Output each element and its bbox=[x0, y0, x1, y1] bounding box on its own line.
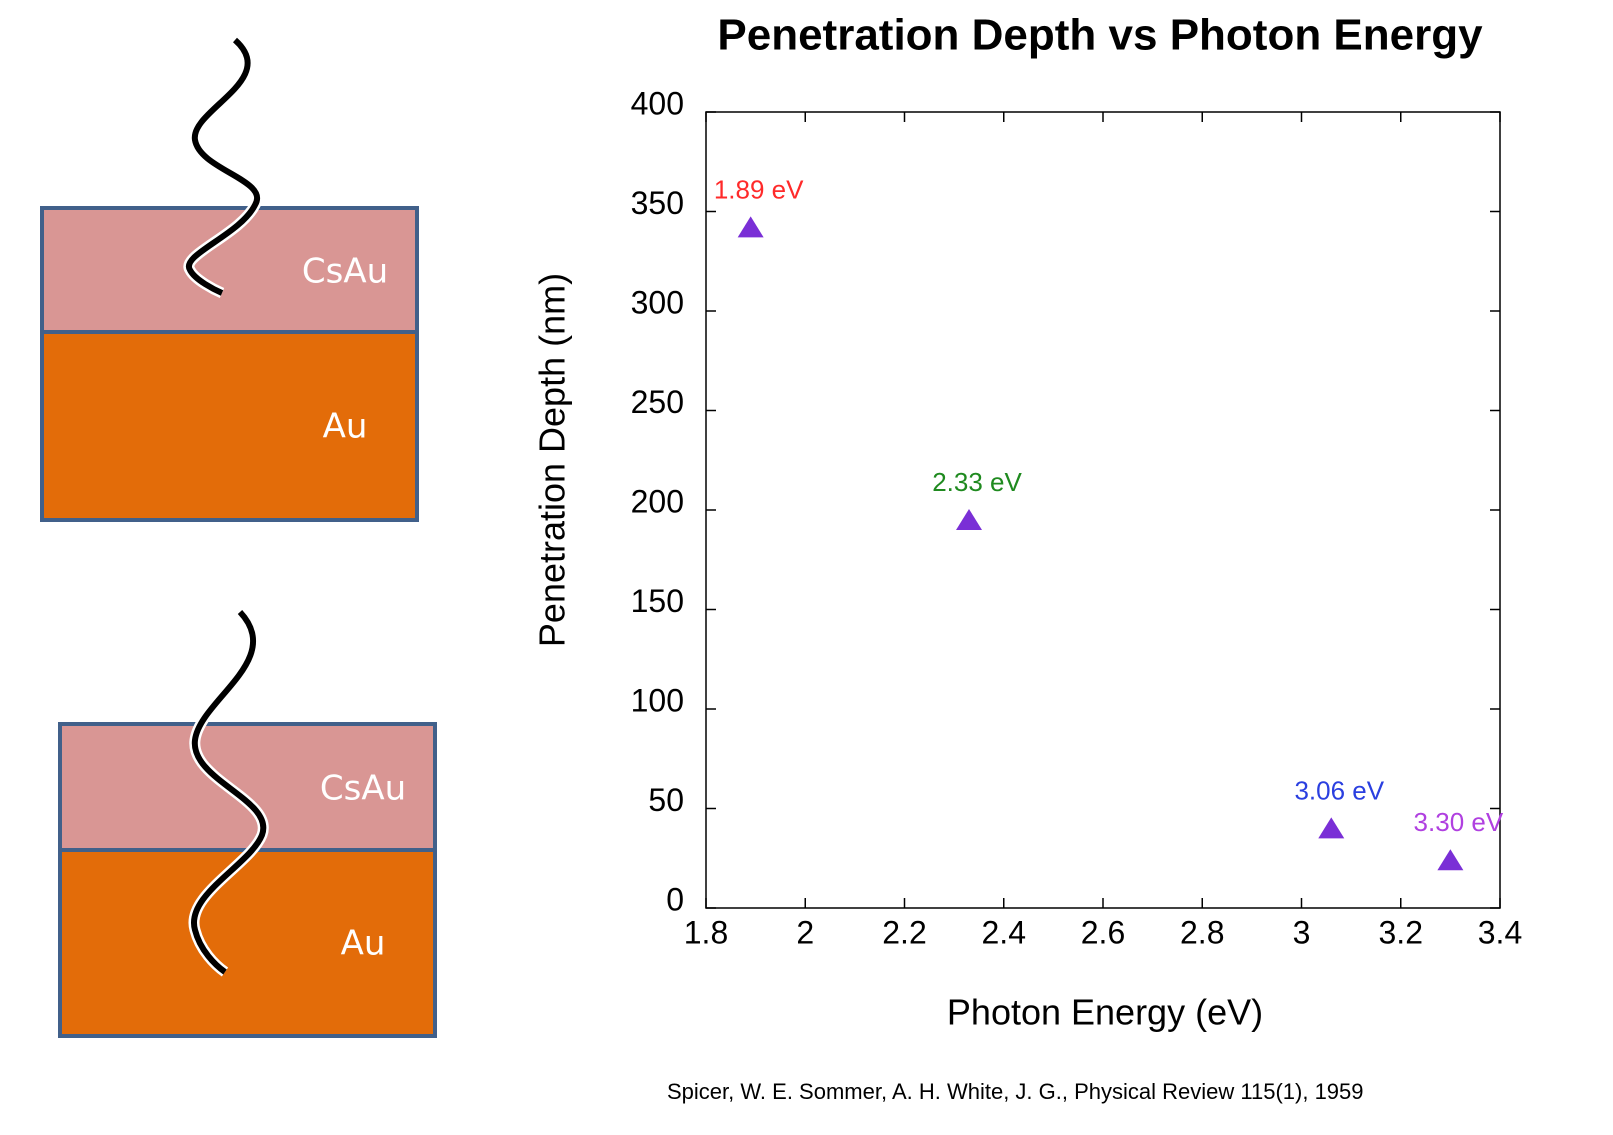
point-label: 3.30 eV bbox=[1414, 807, 1504, 837]
point bbox=[1437, 849, 1463, 870]
x-tick-label: 2.2 bbox=[882, 914, 926, 950]
x-tick-label: 1.8 bbox=[684, 914, 728, 950]
y-tick-label: 350 bbox=[631, 185, 684, 221]
y-tick-label: 0 bbox=[666, 881, 684, 917]
y-tick-label: 50 bbox=[648, 782, 684, 818]
x-tick-label: 2 bbox=[796, 914, 814, 950]
x-axis-label: Photon Energy (eV) bbox=[947, 992, 1263, 1033]
diagram-bottom: CsAu Au bbox=[60, 612, 435, 1036]
y-tick-label: 150 bbox=[631, 583, 684, 619]
layer-label: Au bbox=[341, 924, 386, 964]
x-tick-label: 3.2 bbox=[1379, 914, 1423, 950]
x-tick-label: 3 bbox=[1293, 914, 1311, 950]
point-label: 1.89 eV bbox=[714, 174, 804, 204]
point-label: 3.06 eV bbox=[1294, 775, 1384, 805]
citation: Spicer, W. E. Sommer, A. H. White, J. G.… bbox=[667, 1079, 1364, 1104]
point-label: 2.33 eV bbox=[932, 467, 1022, 497]
x-tick-label: 3.4 bbox=[1478, 914, 1522, 950]
x-tick-label: 2.8 bbox=[1180, 914, 1224, 950]
y-tick-label: 250 bbox=[631, 384, 684, 420]
layer-label: CsAu bbox=[302, 252, 388, 292]
point bbox=[1318, 817, 1344, 838]
layer-label: Au bbox=[323, 407, 368, 447]
y-tick-label: 400 bbox=[631, 85, 684, 121]
y-axis-label: Penetration Depth (nm) bbox=[532, 273, 573, 647]
x-tick-label: 2.4 bbox=[982, 914, 1026, 950]
point bbox=[956, 509, 982, 530]
y-tick-label: 100 bbox=[631, 682, 684, 718]
diagram-top: CsAu Au bbox=[42, 40, 417, 520]
x-tick-label: 2.6 bbox=[1081, 914, 1125, 950]
y-tick-label: 200 bbox=[631, 483, 684, 519]
page: CsAu Au CsAu Au Penetration Depth vs Pho… bbox=[0, 0, 1613, 1135]
layer-label: CsAu bbox=[320, 769, 406, 809]
point bbox=[738, 216, 764, 237]
chart-title: Penetration Depth vs Photon Energy bbox=[717, 11, 1483, 60]
y-tick-label: 300 bbox=[631, 284, 684, 320]
